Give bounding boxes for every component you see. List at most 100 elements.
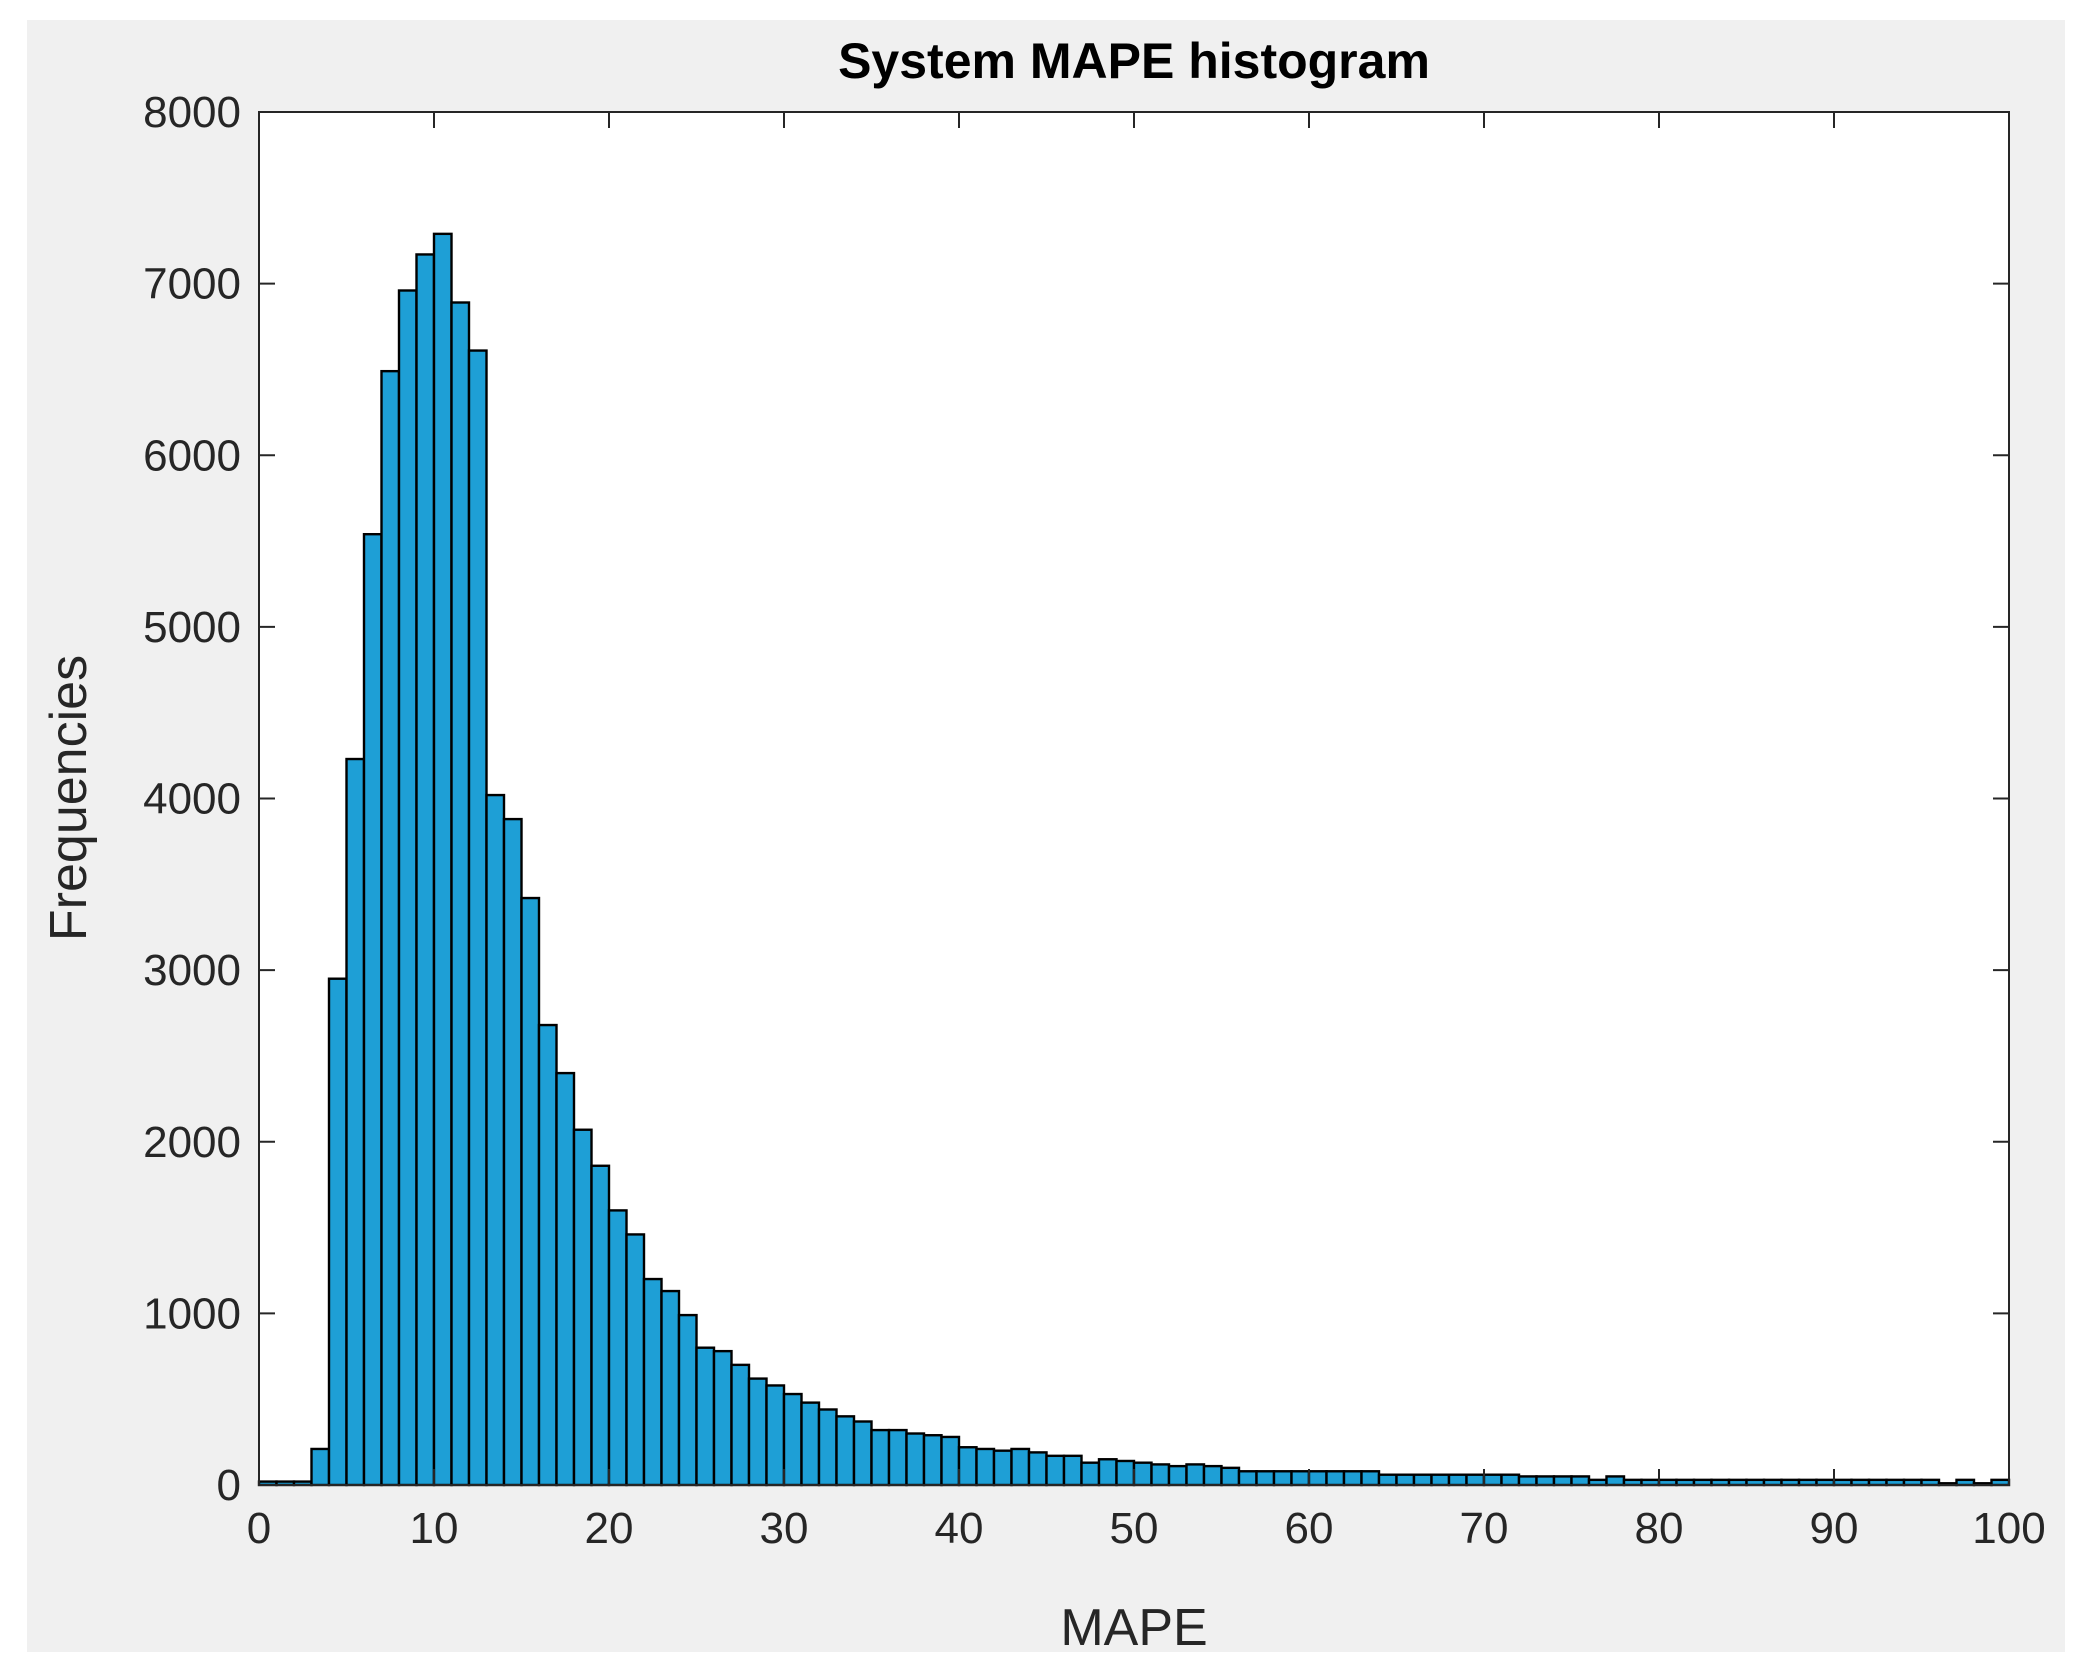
histogram-bar [1220,1466,1241,1487]
histogram-bar [712,1349,733,1487]
histogram-bar [432,232,453,1487]
histogram-bar [1255,1470,1276,1487]
histogram-bar [1010,1447,1031,1487]
x-tick-label: 90 [1810,1504,1859,1553]
x-axis-label: MAPE [1060,1599,1207,1657]
histogram-bar [747,1377,768,1487]
histogram-bar [730,1363,751,1487]
y-tick-label: 6000 [143,431,241,480]
histogram-bar [852,1420,873,1487]
histogram-bar [660,1289,681,1487]
histogram-bar [975,1447,996,1487]
y-tick-label: 5000 [143,603,241,652]
histogram-bar [1465,1473,1486,1487]
histogram-bar [537,1023,558,1487]
y-tick-label: 0 [217,1461,241,1510]
histogram-bar [1290,1470,1311,1487]
histogram-bar [572,1128,593,1487]
y-axis-label: Frequencies [40,655,98,941]
histogram-bar [905,1432,926,1487]
histogram-bar [485,793,506,1487]
axis-ticks [258,111,2010,1486]
histogram-bar [362,532,383,1487]
histogram-bar [1377,1473,1398,1487]
histogram-bar [1342,1470,1363,1487]
histogram-bar [1045,1454,1066,1487]
chart-title: System MAPE histogram [838,33,1430,89]
histogram-bar [1080,1461,1101,1487]
histogram-bar [1570,1475,1591,1487]
histogram-bar [1062,1454,1083,1487]
histogram-bar [765,1384,786,1487]
y-tick-label: 7000 [143,260,241,309]
y-tick-labels: 0 1000 2000 3000 4000 5000 6000 7000 8000 [143,88,241,1510]
histogram-bar [835,1415,856,1487]
y-tick-label: 2000 [143,1118,241,1167]
x-tick-label: 40 [935,1504,984,1553]
histogram-bar [1500,1473,1521,1487]
histogram-bar [1482,1473,1503,1487]
histogram-bar [1605,1475,1626,1487]
histogram-bar [1150,1463,1171,1487]
histogram-bar [1167,1464,1188,1487]
histogram-bar [1272,1470,1293,1487]
x-tick-label: 80 [1635,1504,1684,1553]
x-tick-labels: 0 10 20 30 40 50 60 70 80 90 100 [247,1504,2046,1553]
histogram-bar [450,301,471,1487]
histogram-bar [817,1408,838,1487]
histogram-bar [922,1434,943,1487]
histogram-bar [380,369,401,1487]
x-tick-label: 60 [1285,1504,1334,1553]
x-tick-label: 100 [1972,1504,2045,1553]
histogram-bar [1097,1458,1118,1487]
histogram-bar [1185,1463,1206,1487]
histogram-bar [467,349,488,1487]
y-tick-label: 8000 [143,88,241,137]
plot-frame [258,111,2010,1486]
histogram-bar [1412,1473,1433,1487]
histogram-bar [695,1346,716,1487]
histogram-bar [1447,1473,1468,1487]
histogram-bar [397,289,418,1487]
x-tick-label: 50 [1110,1504,1159,1553]
histogram-bar [590,1164,611,1487]
histogram-bar [887,1428,908,1487]
x-tick-label: 0 [247,1504,271,1553]
histogram-bar [1360,1470,1381,1487]
y-tick-label: 4000 [143,775,241,824]
histogram-bar [800,1401,821,1487]
histogram-bar [555,1071,576,1487]
histogram-bar [782,1392,803,1487]
histogram-bar [345,757,366,1487]
x-tick-label: 30 [760,1504,809,1553]
histogram-bar [1395,1473,1416,1487]
histogram-bar [642,1277,663,1487]
histogram-bar [957,1446,978,1487]
histogram-bar [1132,1461,1153,1487]
histogram-bar [677,1313,698,1487]
histogram-bar [625,1233,646,1487]
histogram-bar [992,1449,1013,1487]
x-tick-label: 20 [585,1504,634,1553]
histogram-bar [1325,1470,1346,1487]
histogram-bar [1202,1464,1223,1487]
histogram-bar [327,977,348,1487]
histogram-bar [1552,1475,1573,1487]
histogram-bar [310,1447,331,1487]
histogram-bar [502,817,523,1487]
x-tick-label: 70 [1460,1504,1509,1553]
histogram-bar [1307,1470,1328,1487]
histogram-bar [1115,1459,1136,1487]
y-tick-label: 1000 [143,1289,241,1338]
histogram-bar [940,1435,961,1487]
histogram-bar [870,1428,891,1487]
y-tick-label: 3000 [143,946,241,995]
histogram-bar [1237,1470,1258,1487]
histogram-bar [415,253,436,1487]
histogram-bar [1535,1475,1556,1487]
histogram-bar [1430,1473,1451,1487]
histogram-bar [607,1209,628,1487]
histogram-bar [520,896,541,1487]
histogram-bar [1027,1451,1048,1487]
